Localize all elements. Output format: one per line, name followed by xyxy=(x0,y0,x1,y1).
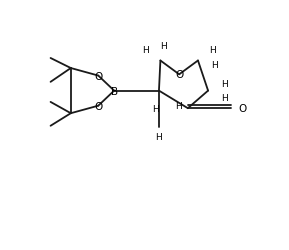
Text: H: H xyxy=(221,79,228,88)
Text: H: H xyxy=(152,105,159,114)
Text: H: H xyxy=(175,102,182,111)
Text: H: H xyxy=(209,46,216,55)
Text: H: H xyxy=(221,94,228,103)
Text: O: O xyxy=(94,71,102,81)
Text: O: O xyxy=(175,70,183,80)
Text: H: H xyxy=(155,132,162,141)
Text: O: O xyxy=(94,101,102,111)
Text: O: O xyxy=(238,104,247,114)
Text: H: H xyxy=(211,60,218,70)
Text: H: H xyxy=(142,46,149,55)
Text: H: H xyxy=(160,42,167,51)
Text: B: B xyxy=(111,86,118,96)
